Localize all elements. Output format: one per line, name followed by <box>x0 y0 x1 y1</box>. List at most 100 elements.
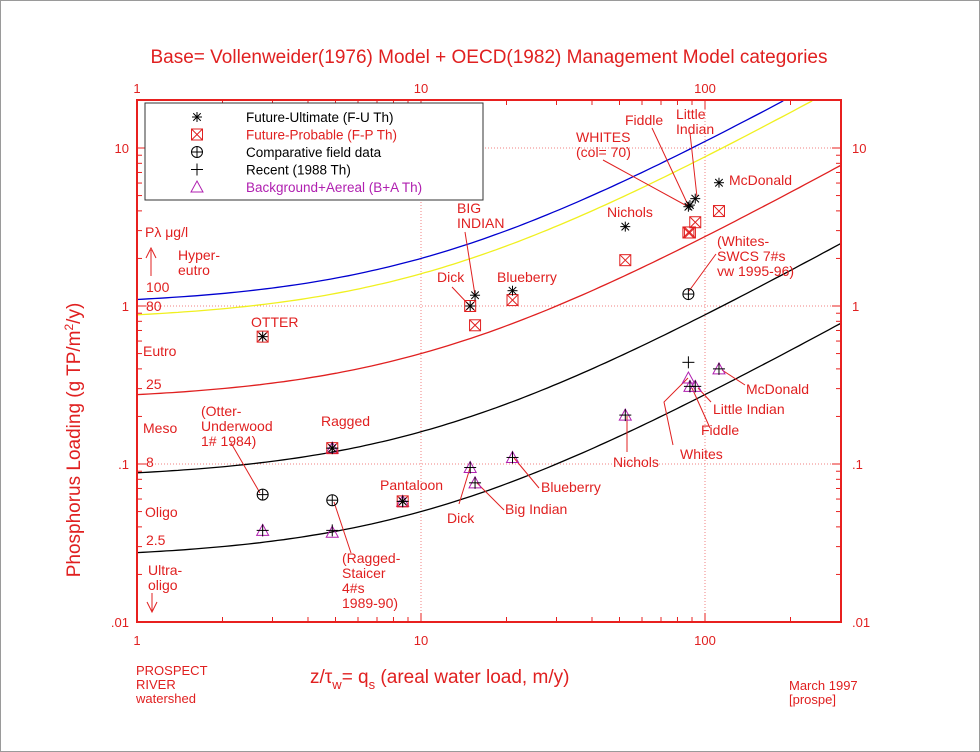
y-tick-label-right: 10 <box>852 141 866 156</box>
leader-line <box>230 442 261 494</box>
annotation-label: (Ragged-Staicer 4#s 1989-90) <box>342 550 401 611</box>
model-curves <box>136 99 841 554</box>
circle-plus-marker <box>682 288 695 301</box>
asterisk-stroke <box>621 222 630 231</box>
y-tick-label-right: .1 <box>852 457 863 472</box>
triangle-marker <box>325 525 340 538</box>
circle-plus-marker <box>191 146 203 158</box>
circle-plus-marker <box>256 488 269 501</box>
trophic-labels: Pλ μg/l Hyper-eutro Eutro Meso Oligo Ultra-ol… <box>143 224 220 614</box>
leader-line <box>697 387 712 403</box>
box <box>191 128 203 141</box>
legend-entry: Comparative field data <box>246 145 382 160</box>
plus-marker <box>256 524 269 537</box>
x-tick-label-top: 1 <box>133 81 140 96</box>
asterisk-stroke <box>685 201 695 210</box>
plus-marker <box>506 451 519 464</box>
curve-label: 100 <box>146 279 170 295</box>
annotation-label: Pantaloon <box>380 477 443 493</box>
x-stroke <box>619 254 632 267</box>
boxed-x-marker <box>469 319 482 332</box>
chart-title: Base= Vollenweider(1976) Model + OECD(19… <box>151 47 828 68</box>
leader-line <box>663 377 689 446</box>
annotation-label: Dick <box>447 510 475 526</box>
arrow-up-icon <box>145 246 157 276</box>
annotation-label: Blueberry <box>497 269 557 285</box>
plus-marker <box>682 356 695 369</box>
data-points <box>255 177 726 538</box>
annotation-label: Nichols <box>607 204 653 220</box>
asterisk-stroke <box>691 194 700 203</box>
trophic-label-hypereutro: Hyper-eutro <box>178 247 220 278</box>
annotation-label: McDonald <box>746 381 809 397</box>
vollenweider-curve-8 <box>136 243 841 474</box>
x-stroke <box>684 226 696 239</box>
y-tick-label-left: .1 <box>118 457 129 472</box>
asterisk-marker <box>684 200 695 211</box>
legend-entry: Future-Ultimate (F-U Th) <box>246 110 394 125</box>
trophic-unit-label: Pλ μg/l <box>145 224 188 240</box>
annotation-label: Nichols <box>613 454 659 470</box>
leader-line <box>688 253 717 292</box>
vollenweider-curve-80 <box>136 99 814 316</box>
box <box>464 300 477 312</box>
legend-entry: Recent (1988 Th) <box>246 163 351 178</box>
asterisk-marker <box>192 112 202 122</box>
watershed-note: PROSPECT RIVER watershed <box>135 663 208 706</box>
leader-line <box>651 127 689 206</box>
box <box>619 254 632 267</box>
plus-marker <box>689 380 702 393</box>
asterisk-marker <box>257 331 268 342</box>
trophic-label-meso: Meso <box>143 420 177 436</box>
plus-marker <box>712 362 725 375</box>
y-tick-label-left: .01 <box>111 615 129 630</box>
asterisk-stroke <box>466 301 475 311</box>
annotation-label: (Otter-Underwood 1# 1984) <box>201 403 273 449</box>
x-stroke <box>469 319 481 332</box>
y-tick-label-right: .01 <box>852 615 870 630</box>
curve-label: 80 <box>146 298 162 314</box>
arrow-down-icon <box>146 593 158 614</box>
leader-line <box>602 159 688 207</box>
annotation-label: Whites <box>680 446 723 462</box>
vollenweider-curve-2_5 <box>136 322 841 554</box>
x-stroke <box>191 128 203 141</box>
leader-line <box>721 369 746 386</box>
x-axis-title: z/τw= qs (areal water load, m/y) <box>310 667 569 692</box>
x-stroke <box>713 205 725 217</box>
annotation-label: (Whites-SWCS 7#s vw 1995-96) <box>717 233 794 279</box>
annotation-leaders <box>230 127 746 554</box>
asterisk-marker <box>713 177 724 188</box>
trophic-label-ultraoligo: Ultra-oligo <box>148 562 183 593</box>
annotation-label: Fiddle <box>701 422 739 438</box>
annotation-label: Ragged <box>321 413 370 429</box>
asterisk-stroke <box>714 178 724 187</box>
boxed-x-marker <box>689 216 702 229</box>
curve-label: 2.5 <box>146 532 166 548</box>
plus-marker <box>619 409 632 422</box>
box <box>712 205 725 218</box>
date-note: March 1997 [prospe] <box>789 678 858 707</box>
asterisk-marker <box>470 290 481 301</box>
vollenweider-curve-25 <box>136 164 841 396</box>
x-tick-label-top: 100 <box>694 81 716 96</box>
legend-entry: Background+Aereal (B+A Th) <box>246 180 422 195</box>
curve-label: 8 <box>146 454 154 470</box>
asterisk-stroke <box>508 286 517 295</box>
leader-line <box>476 482 505 511</box>
y-axis-title: Phosphorus Loading (g TP/m2/y) <box>62 303 85 578</box>
y-tick-label-right: 1 <box>852 299 859 314</box>
plus-marker <box>191 163 203 176</box>
annotation-label: WHITES (col= 70) <box>576 129 631 160</box>
plus-marker <box>326 442 339 455</box>
leader-line <box>689 132 698 198</box>
plot-frame <box>136 99 842 623</box>
axis-ticks: 1 1 10 10 100 100 .01 .1 1 10 .01 .1 1 10 <box>111 81 870 648</box>
circle-plus-marker <box>326 494 339 507</box>
leader-line <box>513 457 540 489</box>
asterisk-marker <box>507 285 518 296</box>
plus-marker <box>469 476 482 489</box>
x-tick-label-bottom: 1 <box>133 633 140 648</box>
boxed-x-marker <box>191 128 203 141</box>
